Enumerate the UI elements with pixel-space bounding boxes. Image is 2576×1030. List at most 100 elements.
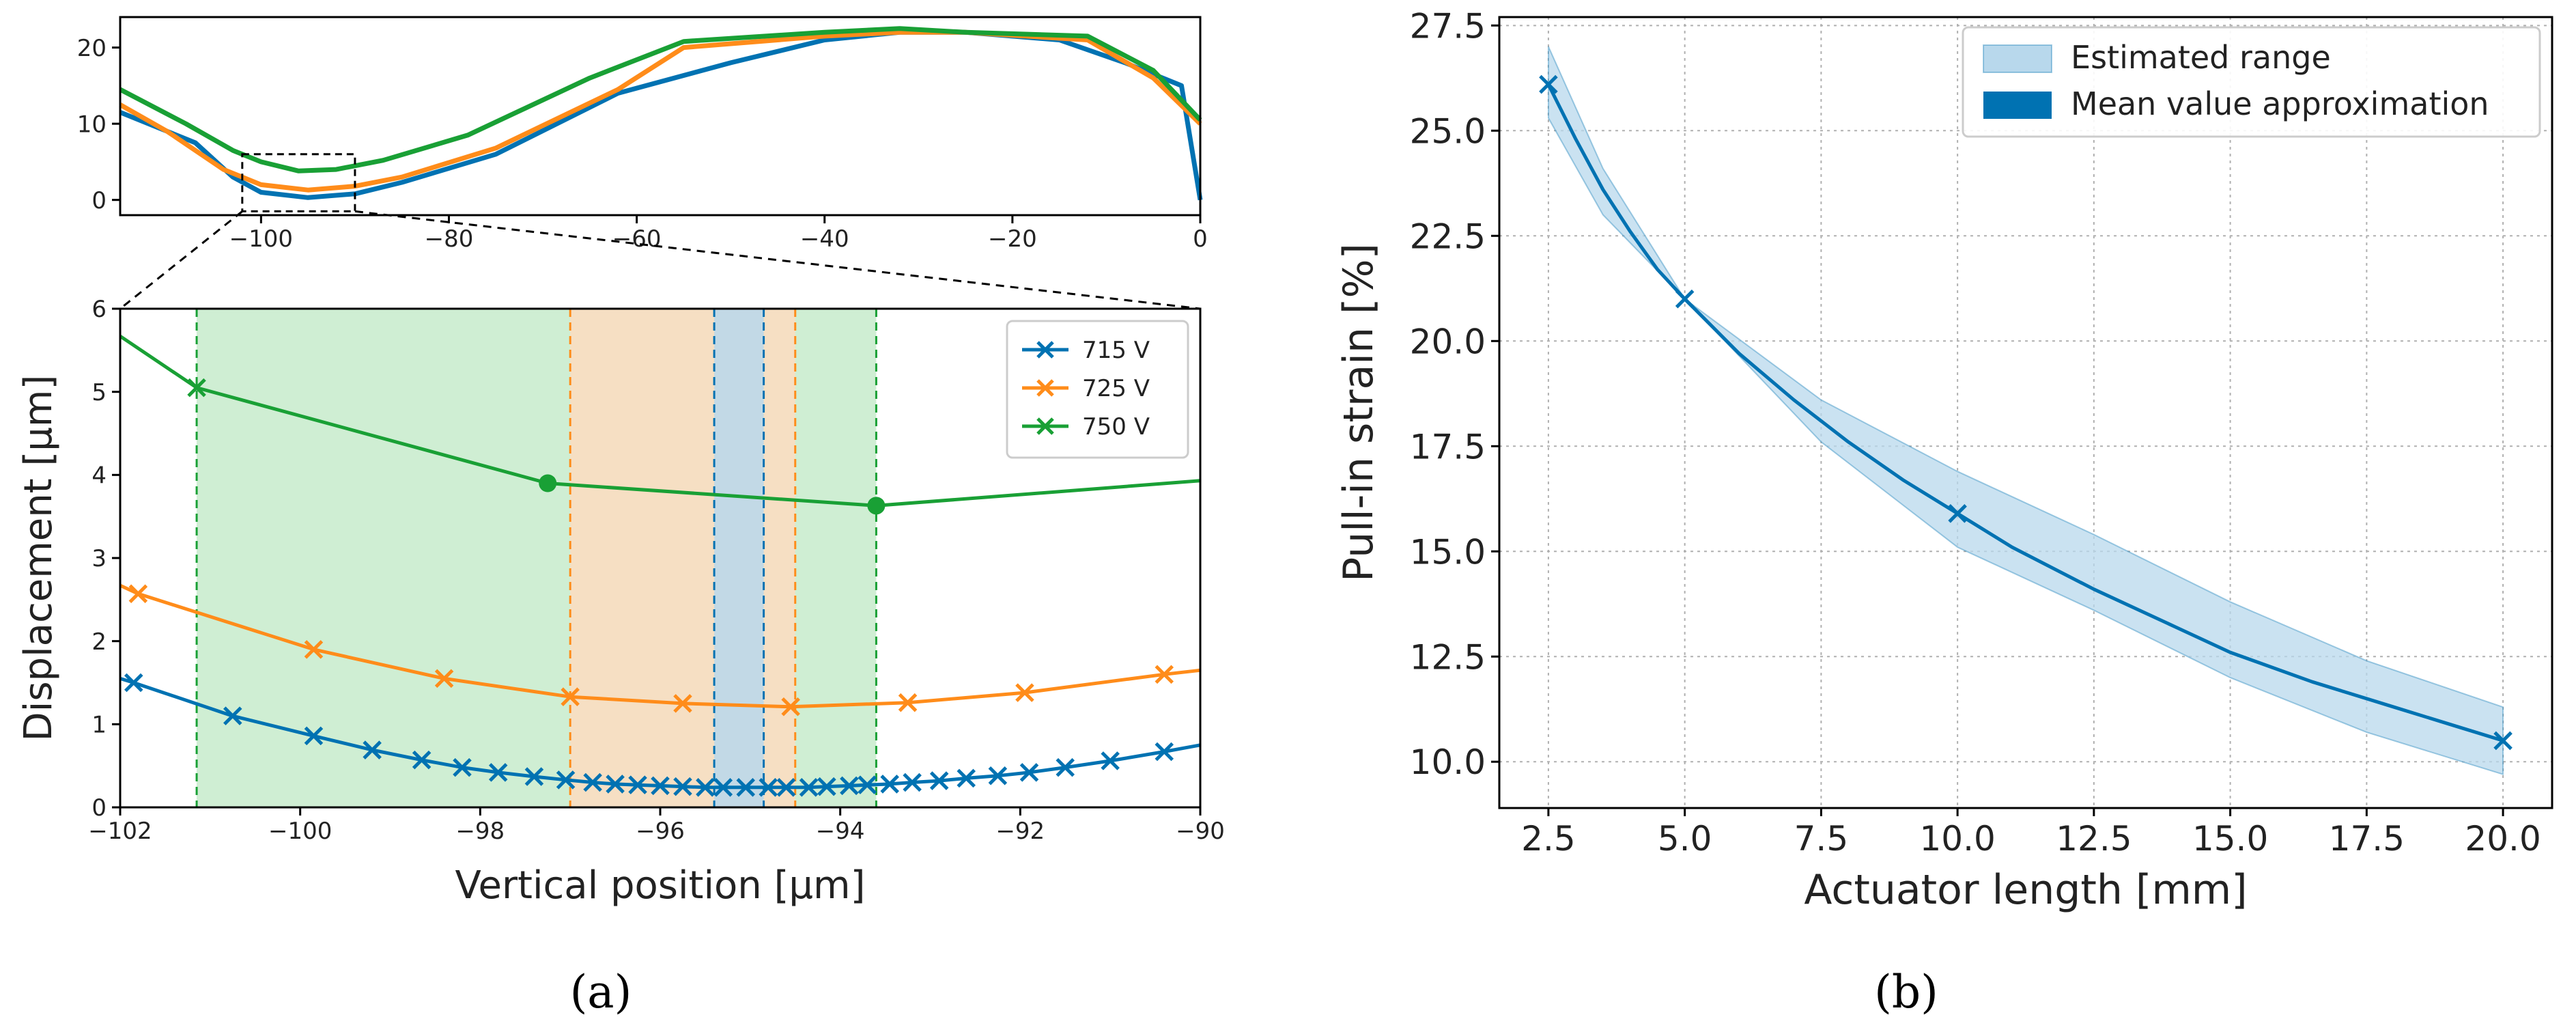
legend-label-750v: 750 V bbox=[1082, 413, 1150, 441]
data-point-715v bbox=[453, 757, 472, 777]
measured-point bbox=[1948, 504, 1967, 523]
legend-box bbox=[1962, 26, 2541, 138]
legend-swatch-mean-value bbox=[1983, 92, 2052, 119]
zoom-ytick-label: 3 bbox=[91, 545, 107, 572]
data-point-725v bbox=[434, 669, 454, 688]
legend-label-715v: 715 V bbox=[1082, 337, 1150, 364]
zoom-xtick-label: −100 bbox=[268, 818, 332, 845]
zoom-xtick-label: −98 bbox=[455, 818, 505, 845]
data-point-715v bbox=[929, 771, 949, 790]
data-point-725v bbox=[1015, 683, 1034, 702]
panel-b-ytick-label: 10.0 bbox=[1410, 742, 1486, 782]
data-point-715v bbox=[583, 772, 602, 792]
panel-b-axes-frame bbox=[1498, 16, 2553, 809]
zoom-xtick-label: −90 bbox=[1176, 818, 1225, 845]
data-point-715v bbox=[488, 763, 508, 782]
data-point-715v bbox=[124, 673, 143, 693]
panel-b-chart: 2.5 5.0 7.5 10.0 12.5 15.0 17.5 20.0 10.0 12.5 15.… bbox=[1335, 6, 2553, 914]
overview-line-715v bbox=[119, 29, 1203, 201]
legend-label-estimated-range: Estimated range bbox=[2071, 39, 2331, 76]
legend-marker-725v bbox=[1036, 379, 1054, 397]
zoom-box bbox=[241, 153, 356, 212]
data-point-715v bbox=[759, 778, 778, 797]
panel-b-xtick-label: 20.0 bbox=[2465, 819, 2540, 859]
legend-swatch-estimated-range bbox=[1983, 44, 2052, 73]
legend-label-725v: 725 V bbox=[1082, 375, 1150, 402]
panel-b-xtick-label: 2.5 bbox=[1521, 819, 1576, 859]
data-point-715v bbox=[1056, 757, 1075, 777]
data-point-715v bbox=[840, 776, 859, 796]
series-line-715v bbox=[119, 677, 1201, 790]
zoom-ytick-label: 2 bbox=[91, 628, 107, 656]
data-point-725v bbox=[781, 697, 800, 716]
zoom-ytick-label: 0 bbox=[91, 794, 107, 822]
panel-b-ytick-label: 12.5 bbox=[1410, 637, 1486, 677]
zoom-ytick-label: 1 bbox=[91, 712, 107, 739]
panel-b-xtick-label: 12.5 bbox=[2056, 819, 2132, 859]
data-point-715v bbox=[223, 706, 242, 725]
data-point-715v bbox=[1155, 742, 1174, 762]
legend-label-mean-value: Mean value approximation bbox=[2071, 85, 2489, 122]
data-point-725v bbox=[561, 687, 580, 706]
panel-b-xtick-label: 5.0 bbox=[1658, 819, 1712, 859]
overview-line-750v bbox=[119, 26, 1202, 173]
data-point-715v bbox=[651, 776, 670, 796]
zoom-ytick-label: 4 bbox=[91, 462, 107, 490]
y-axis-label-b: Pull-in strain [%] bbox=[1335, 243, 1383, 582]
panel-b-xtick-label: 10.0 bbox=[1919, 819, 1995, 859]
data-point-750v bbox=[187, 378, 206, 398]
data-point-715v bbox=[858, 775, 877, 794]
overview-axes-frame bbox=[119, 16, 1202, 217]
overview-xtick-label: 0 bbox=[1193, 225, 1208, 253]
pull-in-point-750v bbox=[539, 474, 557, 492]
data-point-715v bbox=[736, 778, 756, 797]
zoom-xtick-label: −92 bbox=[995, 818, 1045, 845]
panel-b-xtick-label: 15.0 bbox=[2192, 819, 2268, 859]
zoom-connector-lines bbox=[119, 210, 1201, 310]
estimated-range-band bbox=[1547, 46, 2504, 776]
legend-a: 715 V 725 V 750 V bbox=[1006, 320, 1189, 459]
panel-b-ytick-label: 22.5 bbox=[1410, 217, 1486, 256]
data-point-715v bbox=[957, 768, 976, 788]
data-point-715v bbox=[799, 778, 819, 797]
panel-label-b: (b) bbox=[1874, 966, 1938, 1018]
data-point-725v bbox=[673, 694, 692, 713]
data-point-725v bbox=[128, 584, 148, 604]
measured-point bbox=[2493, 731, 2513, 751]
overview-ytick-label: 0 bbox=[91, 187, 107, 214]
panel-b-xtick-label: 17.5 bbox=[2329, 819, 2405, 859]
data-point-715v bbox=[606, 775, 625, 794]
data-point-715v bbox=[524, 767, 544, 786]
panel-label-a: (a) bbox=[570, 966, 632, 1018]
x-axis-label-b: Actuator length [mm] bbox=[1804, 866, 2247, 914]
data-point-715v bbox=[880, 775, 899, 794]
zoom-xtick-label: −102 bbox=[88, 818, 152, 845]
measured-point bbox=[1675, 289, 1695, 309]
legend-marker-750v bbox=[1036, 417, 1054, 435]
data-point-715v bbox=[363, 740, 382, 760]
data-point-715v bbox=[713, 778, 733, 797]
overview-xtick-label: −80 bbox=[425, 225, 474, 253]
data-point-715v bbox=[988, 766, 1008, 785]
zoom-connector-left bbox=[119, 210, 243, 310]
data-point-715v bbox=[696, 778, 715, 797]
data-point-715v bbox=[556, 770, 576, 790]
panel-a-bottom-chart: −102 −100 −98 −96 −94 −92 −90 0 1 2 3 4 5 6 Vertical p… bbox=[16, 296, 1225, 908]
panel-b-ytick-label: 17.5 bbox=[1410, 427, 1486, 467]
zoom-connector-right bbox=[354, 210, 1201, 310]
data-point-725v bbox=[304, 640, 324, 659]
y-axis-label-a: Displacement [μm] bbox=[16, 375, 61, 742]
data-point-715v bbox=[1019, 763, 1039, 782]
legend-marker-715v bbox=[1036, 341, 1054, 359]
legend-b: Estimated range Mean value approximation bbox=[1962, 26, 2541, 138]
data-point-715v bbox=[673, 777, 692, 796]
data-point-715v bbox=[776, 778, 796, 797]
x-axis-label-a: Vertical position [μm] bbox=[455, 863, 866, 908]
data-point-715v bbox=[628, 775, 647, 794]
overview-xtick-label: −100 bbox=[229, 225, 293, 253]
zoom-xtick-label: −94 bbox=[816, 818, 865, 845]
data-point-725v bbox=[898, 693, 918, 712]
data-point-715v bbox=[304, 726, 324, 746]
data-point-715v bbox=[412, 750, 431, 770]
panel-b-xtick-label: 7.5 bbox=[1794, 819, 1849, 859]
